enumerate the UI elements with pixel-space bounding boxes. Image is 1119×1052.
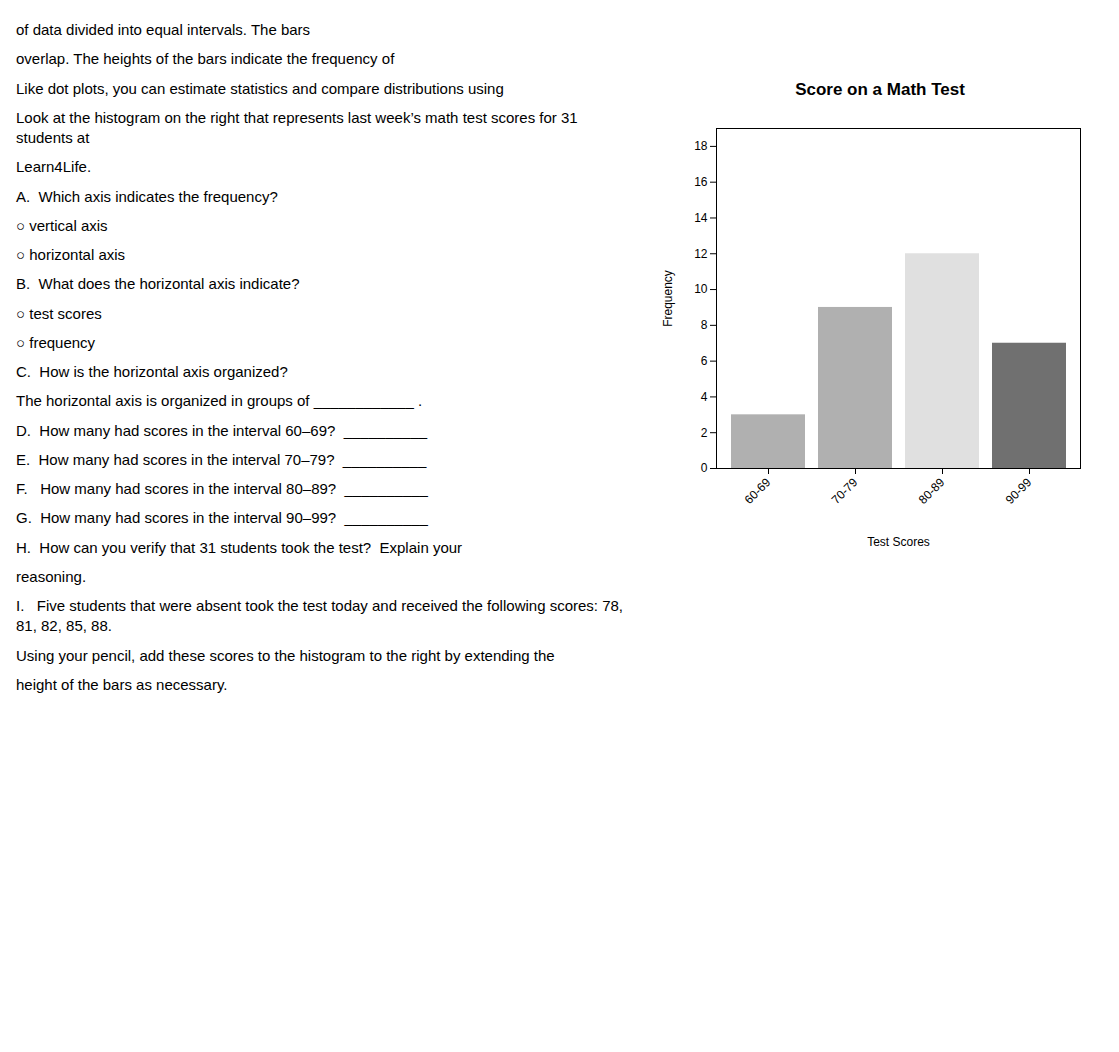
html-text:H. How can you verify that 31: H. How can you verify that 31 students t… xyxy=(16,538,463,556)
html-text:Using your pencil, add these s: Using your pencil, add these scores to t… xyxy=(16,646,555,664)
svg-text:60-69: 60-69 xyxy=(742,475,774,507)
html-text:reasoning.: reasoning. xyxy=(16,567,87,585)
svg-text:12: 12 xyxy=(694,247,708,261)
html-text:Look at the histogram on the r: Look at the histogram on the right that … xyxy=(16,108,582,146)
html-text:The horizontal axis is organiz: The horizontal axis is organized in grou… xyxy=(16,392,423,410)
html-text:I. Five students that were abs: I. Five students that were absent took t… xyxy=(16,597,628,635)
html-text:B. What does the horizontal ax: B. What does the horizontal axis indicat… xyxy=(16,275,300,293)
svg-text:Test Scores: Test Scores xyxy=(867,535,930,549)
html-text:○ frequency: ○ frequency xyxy=(16,333,96,351)
html-text:Score on a Math Test: Score on a Math Test xyxy=(795,80,965,99)
svg-text:80-89: 80-89 xyxy=(916,475,948,507)
html-text:overlap. The heights of the ba: overlap. The heights of the bars indicat… xyxy=(16,50,395,68)
svg-text:4: 4 xyxy=(701,390,708,404)
html-text:A. Which axis indicates the fr: A. Which axis indicates the frequency? xyxy=(16,187,278,205)
html-text:○ vertical axis: ○ vertical axis xyxy=(16,216,108,234)
svg-text:90-99: 90-99 xyxy=(1003,475,1035,507)
svg-text:6: 6 xyxy=(701,354,708,368)
svg-text:16: 16 xyxy=(694,175,708,189)
html-text:of data divided into equal int: of data divided into equal intervals. Th… xyxy=(16,21,311,38)
html-text:Learn4Life.: Learn4Life. xyxy=(16,158,92,176)
svg-text:14: 14 xyxy=(694,211,708,225)
html-text:E. How many had scores in the: E. How many had scores in the interval 7… xyxy=(16,450,427,468)
html-text:○ horizontal axis: ○ horizontal axis xyxy=(16,246,126,263)
svg-text:0: 0 xyxy=(701,461,708,475)
html-text:G. How many had scores in the: G. How many had scores in the interval 9… xyxy=(16,509,428,527)
svg-text:70-79: 70-79 xyxy=(829,475,861,507)
svg-text:10: 10 xyxy=(694,282,708,296)
svg-text:18: 18 xyxy=(694,139,708,153)
html-text:height of the bars as necessar: height of the bars as necessary. xyxy=(16,675,228,693)
svg-text:8: 8 xyxy=(701,318,708,332)
html-text:F. How many had scores in the: F. How many had scores in the interval 8… xyxy=(16,480,428,497)
html-text:Like dot plots, you can estima: Like dot plots, you can estimate statist… xyxy=(16,79,504,97)
html-text:C. How is the horizontal axis: C. How is the horizontal axis organized? xyxy=(16,363,288,380)
svg-text:Frequency: Frequency xyxy=(661,270,675,327)
html-text:D. How many had scores in the: D. How many had scores in the interval 6… xyxy=(16,421,428,439)
html-text:○ test scores: ○ test scores xyxy=(16,304,102,322)
svg-text:2: 2 xyxy=(701,426,708,440)
